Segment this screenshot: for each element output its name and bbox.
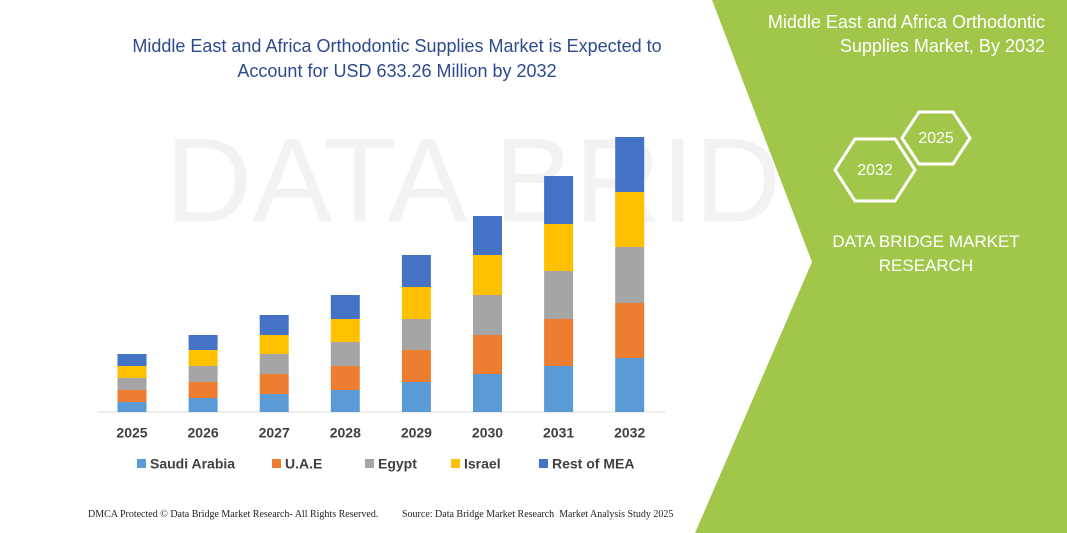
legend-label: Egypt (378, 456, 417, 472)
bar-segment (473, 255, 502, 295)
bar-segment (259, 315, 289, 335)
x-tick-label: 2027 (259, 425, 290, 441)
x-tick-label: 2030 (472, 425, 503, 441)
bar-segment (330, 366, 360, 390)
bar-segment (117, 390, 147, 402)
legend-label: U.A.E (285, 456, 322, 472)
bar-segment (401, 319, 431, 350)
bar-segment (188, 335, 218, 350)
bar-segment (259, 374, 289, 394)
bar-segment (330, 390, 360, 412)
bar-segment (544, 271, 574, 319)
bar-segment (473, 216, 502, 255)
hexagon-label: 2032 (857, 162, 893, 179)
bar-segment (615, 137, 645, 192)
bar-segment (117, 378, 147, 390)
bar-segment (615, 247, 645, 303)
bar-segment (330, 319, 360, 342)
legend-label: Rest of MEA (552, 456, 634, 472)
x-tick-label: 2029 (401, 425, 432, 441)
hexagon-label: 2025 (918, 130, 954, 147)
legend-swatch (539, 459, 548, 468)
bar-segment (473, 374, 502, 412)
legend-swatch (137, 459, 146, 468)
hexagon (900, 110, 972, 166)
bar-segment (259, 354, 289, 374)
bar-segment (473, 335, 502, 374)
bar-segment (401, 382, 431, 412)
legend-label: Saudi Arabia (150, 456, 235, 472)
hexagon (833, 137, 917, 203)
legend-label: Israel (464, 456, 501, 472)
bar-segment (615, 303, 645, 358)
side-title: Middle East and Africa Orthodontic Suppl… (767, 12, 1045, 56)
x-tick-label: 2032 (614, 425, 645, 441)
bar-segment (188, 382, 218, 398)
source: Source: Data Bridge Market Research Mark… (402, 509, 674, 520)
bar-segment (259, 335, 289, 354)
bar-segment (401, 350, 431, 382)
brand: DATA BRIDGE MARKET RESEARCH (832, 232, 1020, 275)
bar-segment (401, 255, 431, 287)
bar-segment (330, 295, 360, 319)
side-panel (695, 0, 1067, 533)
bar-segment (188, 350, 218, 366)
bar-segment (473, 295, 502, 335)
legend-swatch (272, 459, 281, 468)
bar-segment (117, 402, 147, 412)
copyright: DMCA Protected © Data Bridge Market Rese… (88, 509, 379, 520)
bar-segment (188, 366, 218, 382)
x-tick-label: 2026 (188, 425, 219, 441)
bar-segment (544, 366, 574, 412)
bar-segment (188, 398, 218, 412)
x-tick-label: 2031 (543, 425, 574, 441)
chart-title: Middle East and Africa Orthodontic Suppl… (132, 36, 662, 81)
bar-segment (615, 192, 645, 247)
bar-segment (330, 342, 360, 366)
bar-segment (544, 224, 574, 271)
bar-segment (117, 366, 147, 378)
bar-segment (259, 394, 289, 412)
x-tick-label: 2028 (330, 425, 361, 441)
legend-swatch (365, 459, 374, 468)
bar-segment (615, 358, 645, 412)
bar-segment (117, 354, 147, 366)
x-tick-label: 2025 (116, 425, 147, 441)
bar-segment (401, 287, 431, 319)
bar-segment (544, 319, 574, 366)
bar-segment (544, 176, 574, 224)
legend-swatch (451, 459, 460, 468)
